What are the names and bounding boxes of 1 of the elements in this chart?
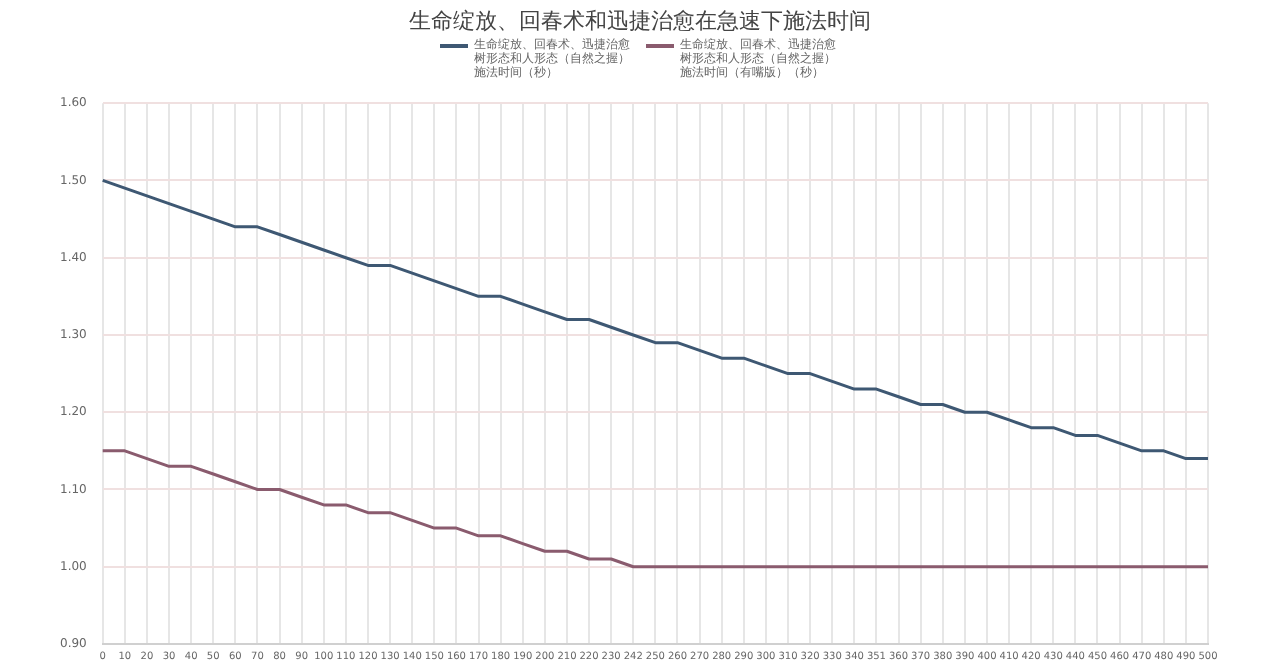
chart-title: 生命绽放、回春术和迅捷治愈在急速下施法时间 bbox=[407, 6, 873, 36]
